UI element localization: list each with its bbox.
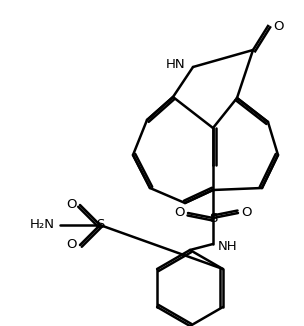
- Text: HN: HN: [165, 58, 185, 71]
- Text: O: O: [273, 20, 284, 33]
- Text: H₂N: H₂N: [30, 218, 55, 231]
- Text: O: O: [241, 206, 251, 219]
- Text: NH: NH: [218, 240, 238, 253]
- Text: O: O: [174, 206, 185, 219]
- Text: S: S: [96, 218, 104, 231]
- Text: O: O: [67, 239, 77, 251]
- Text: O: O: [67, 199, 77, 212]
- Text: S: S: [209, 212, 217, 225]
